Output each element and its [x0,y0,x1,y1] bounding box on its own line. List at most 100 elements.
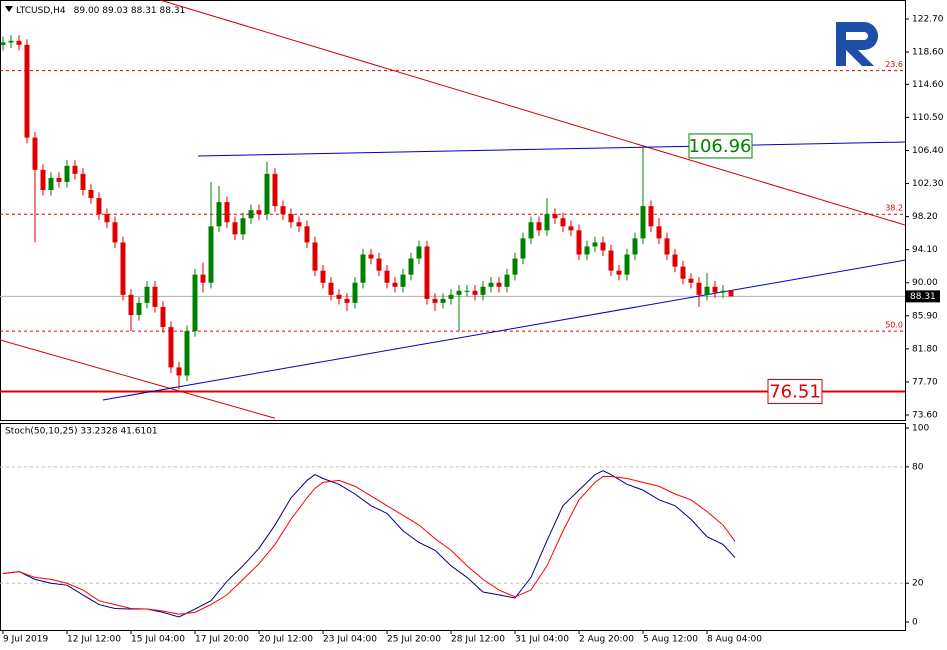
y-tick-label: 20 [912,579,924,589]
last-price-label: 88.31 [910,292,936,302]
x-tick-label: 5 Aug 12:00 [643,635,698,645]
support-label: 76.51 [769,382,821,403]
candle-body [400,274,406,287]
candle-body [544,214,550,231]
candle-body [432,298,438,303]
candle-body [552,214,558,219]
candle-body [208,226,214,283]
candle-body [496,282,502,287]
candle-body [704,286,710,295]
candle-body [112,222,118,243]
callout-box [688,133,753,159]
candle-body [328,282,334,295]
candle-body [664,238,670,255]
x-tick-label: 12 Jul 12:00 [67,635,121,645]
candle-body [368,254,374,259]
candle-body [376,258,382,271]
x-tick-label: 28 Jul 12:00 [451,635,505,645]
candle-body [128,294,134,315]
trendline [197,141,905,157]
trendline [0,339,276,419]
candle-body [440,298,446,303]
candle-body [464,290,470,292]
candle-body [512,258,518,275]
candle-body [0,42,6,45]
candle-body [16,40,22,45]
candle-body [576,230,582,255]
plot-area [0,0,905,419]
candle-body [680,266,686,279]
candle-body [608,250,614,271]
candle-body [48,177,54,190]
y-tick-label: 0 [912,618,918,628]
x-tick-label: 25 Jul 20:00 [387,635,441,645]
main-panel [0,0,906,421]
candle-body [448,294,454,299]
candle-body [344,298,350,303]
trendline [159,0,905,226]
candle-body [616,270,622,275]
fib-label: 50.0 [885,321,903,330]
candle-body [424,246,430,299]
y-tick-label: 77.70 [912,377,938,387]
candle-body [152,286,158,307]
candle-body [416,246,422,259]
stoch-panel [0,423,906,631]
y-tick-label: 106.40 [912,146,944,156]
candle-body [296,222,302,227]
quote: 89.00 89.03 88.31 88.31 [74,6,186,16]
plot-area [0,466,905,618]
candle-body [272,173,278,207]
candle-body [144,286,150,303]
candle-body [384,270,390,283]
candle-body [592,242,598,247]
chart-header: LTCUSD,H4 89.00 89.03 88.31 88.31 [16,6,185,16]
x-tick-label: 20 Jul 12:00 [259,635,313,645]
candle-body [40,169,46,190]
candle-body [216,202,222,227]
y-tick-label: 122.70 [912,15,944,25]
candle-body [32,137,38,170]
trendline [102,259,905,401]
y-tick-label: 85.90 [912,311,938,321]
candle-body [528,222,534,239]
candle-body [560,218,566,227]
candle-body [656,226,662,239]
candle-body [648,206,654,227]
candle-body [584,246,590,255]
candle-body [288,214,294,223]
candle-body [120,242,126,295]
candle-body [56,177,62,182]
candle-body [728,290,734,297]
candle-body [352,282,358,303]
candle-body [720,290,726,293]
callout-label: 106.96 [689,136,752,157]
candle-body [168,327,174,368]
candle-body [224,202,230,223]
candle-body [160,306,166,328]
candle-body [256,210,262,215]
y-tick-label: 94.10 [912,245,938,255]
candle-body [64,165,70,182]
candle-body [200,274,206,283]
candle-body [408,258,414,275]
candle-body [72,165,78,174]
y-tick-label: 90.00 [912,278,938,288]
candle-body [712,286,718,293]
candle-body [104,214,110,223]
x-tick-label: 2 Aug 20:00 [579,635,634,645]
candle-body [480,286,486,295]
candle-body [248,210,254,219]
candle-body [232,222,238,235]
x-tick-label: 8 Aug 04:00 [707,635,762,645]
candle-body [336,294,342,299]
candle-body [456,290,462,295]
last-price-box [906,290,940,303]
candle-body [264,173,270,215]
candle-body [176,367,182,376]
candle-body [568,226,574,231]
candle-body [8,40,14,43]
candle-body [504,274,510,287]
y-tick-label: 118.60 [912,48,944,58]
candle-body [184,331,190,376]
